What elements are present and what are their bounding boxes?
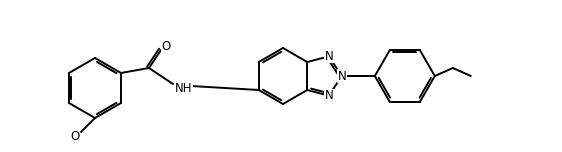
Text: N: N (324, 89, 333, 102)
Text: N: N (337, 69, 346, 83)
Text: O: O (70, 130, 80, 143)
Text: NH: NH (175, 81, 193, 95)
Text: O: O (161, 40, 171, 52)
Text: N: N (324, 50, 333, 63)
